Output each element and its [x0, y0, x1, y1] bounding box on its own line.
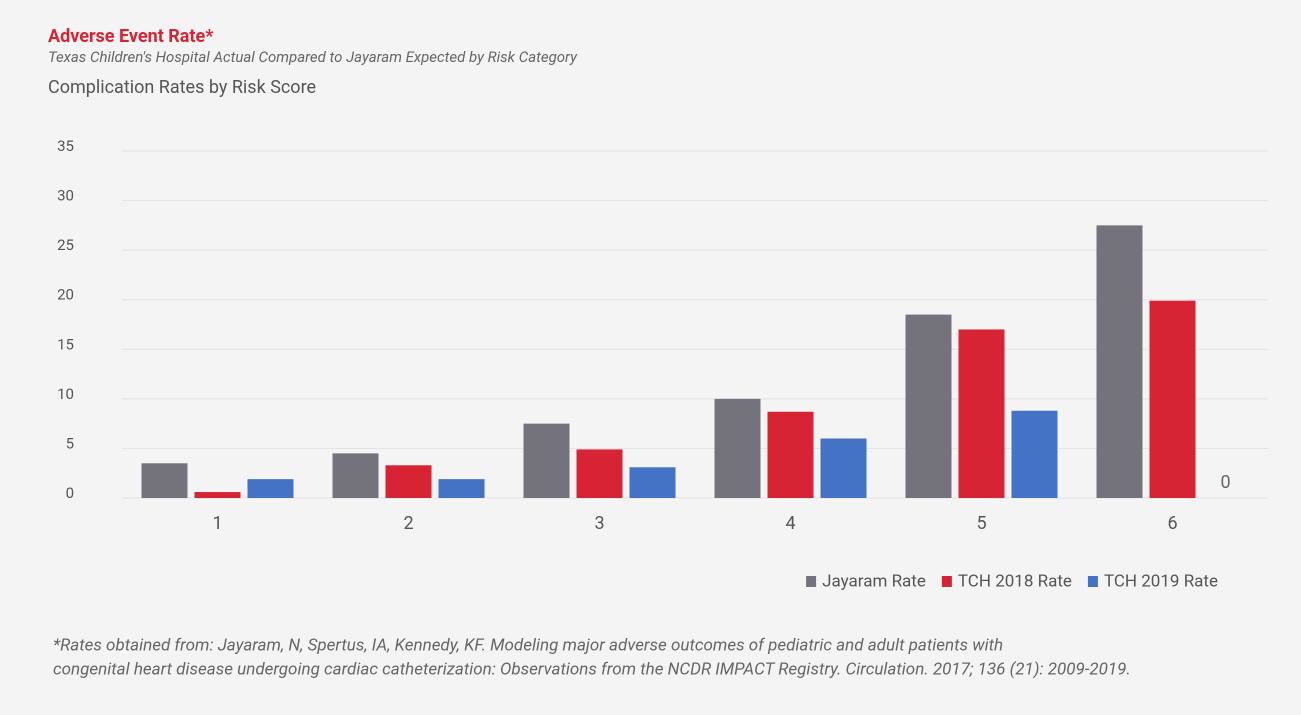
- y-tick-label: 0: [66, 484, 74, 502]
- bar: [820, 438, 867, 498]
- x-tick-label: 2: [403, 513, 413, 534]
- footnote: congenital heart disease undergoing card…: [53, 659, 1131, 679]
- y-axis-title: Complication Rates by Risk Score: [48, 77, 316, 98]
- bar: [247, 479, 294, 498]
- bar: [523, 423, 570, 498]
- bar: [905, 314, 952, 498]
- y-tick-label: 10: [57, 385, 74, 403]
- bar: [385, 465, 432, 498]
- legend-label: Jayaram Rate: [822, 571, 926, 591]
- x-tick-label: 5: [976, 513, 986, 534]
- bar: [629, 467, 676, 498]
- x-tick-label: 4: [785, 513, 795, 534]
- x-tick-label: 1: [212, 513, 222, 534]
- chart-subtitle: Texas Children's Hospital Actual Compare…: [48, 48, 578, 66]
- x-tick-label: 3: [594, 513, 604, 534]
- bar: [576, 449, 623, 498]
- legend-label: TCH 2018 Rate: [958, 571, 1072, 591]
- bar: [332, 453, 379, 498]
- y-tick-label: 20: [57, 286, 74, 304]
- legend-label: TCH 2019 Rate: [1104, 571, 1218, 591]
- bar: [767, 411, 814, 498]
- bar: [1096, 225, 1143, 498]
- y-tick-label: 15: [57, 335, 74, 353]
- bar: [1149, 300, 1196, 498]
- y-tick-label: 25: [57, 236, 74, 254]
- bar: [194, 492, 241, 498]
- bar: [438, 479, 485, 498]
- chart-title: Adverse Event Rate*: [48, 26, 214, 47]
- y-tick-label: 5: [66, 434, 74, 452]
- y-tick-label: 30: [57, 187, 74, 205]
- legend-swatch: [1087, 576, 1098, 587]
- footnote: *Rates obtained from: Jayaram, N, Spertu…: [53, 635, 1003, 655]
- bar: [958, 329, 1005, 498]
- y-tick-label: 35: [57, 137, 74, 155]
- legend-swatch: [806, 576, 817, 587]
- bar: [1011, 410, 1058, 498]
- bar: [714, 398, 761, 498]
- x-tick-label: 6: [1167, 513, 1177, 534]
- bar: [141, 463, 188, 498]
- data-label: 0: [1220, 472, 1230, 493]
- legend-swatch: [941, 576, 952, 587]
